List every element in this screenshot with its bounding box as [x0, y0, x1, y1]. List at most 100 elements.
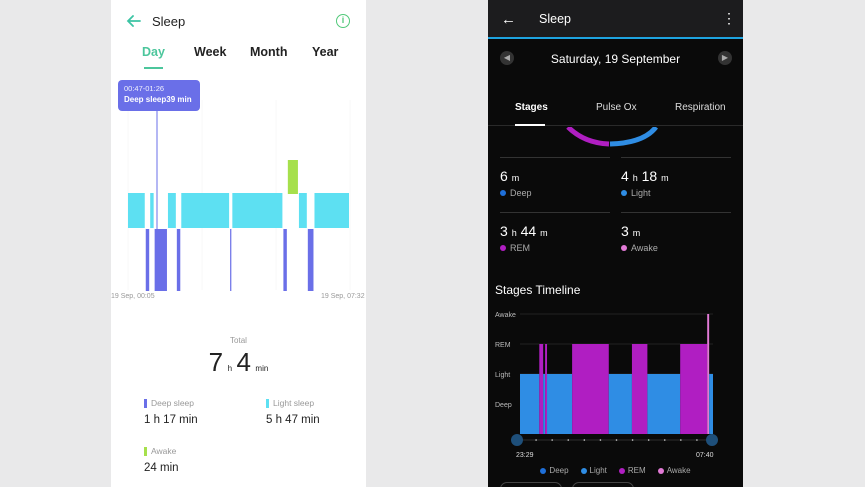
more-options-icon[interactable]: ⋮ [722, 10, 736, 26]
info-icon[interactable]: i [336, 14, 350, 28]
stat-minutes: 18 [641, 168, 658, 184]
bottom-button[interactable] [572, 482, 634, 487]
tab-year[interactable]: Year [312, 45, 339, 59]
axis-end-label: 19 Sep, 07:32 [321, 293, 365, 300]
stat-label: Deep [510, 188, 532, 198]
stat-label: Deep sleep [151, 398, 195, 408]
segment-rem [680, 344, 708, 434]
time-tick [631, 439, 634, 441]
legend-label: Light [589, 466, 607, 475]
segment-awake [707, 314, 710, 434]
active-tab-indicator [144, 67, 163, 69]
stat-value: 1 h 17 min [144, 414, 198, 426]
time-start-label: 23:29 [516, 452, 534, 459]
segment-awake [287, 160, 298, 194]
stat-value: 5 h 47 min [266, 414, 320, 426]
time-tick [696, 439, 698, 441]
time-tick [551, 439, 553, 441]
metric-tabs: Stages Pulse Ox Respiration [488, 96, 743, 126]
time-tick [567, 439, 570, 441]
segment-deep [230, 229, 232, 291]
rem-dot [500, 245, 506, 251]
stat-label: Light [631, 188, 651, 198]
segment-light [232, 193, 283, 228]
segment-deep [307, 229, 314, 291]
stat-light: 4 h 18 m Light [621, 157, 731, 198]
bottom-button[interactable] [500, 482, 562, 487]
deep-dot [500, 190, 506, 196]
segment-deep [145, 229, 150, 291]
segment-light [298, 193, 307, 228]
tooltip-time: 00:47-01:26 [124, 84, 165, 93]
time-tick [680, 439, 682, 441]
tab-respiration[interactable]: Respiration [675, 102, 726, 113]
legend-awake: Awake [657, 466, 691, 475]
app-header: ← Sleep ⋮ [488, 0, 743, 39]
total-label: Total [230, 336, 247, 345]
total-duration: 7 h 4 min [111, 347, 366, 378]
stat-minutes-unit: m [511, 173, 520, 183]
time-tick [663, 439, 666, 441]
tab-pulse-ox[interactable]: Pulse Ox [596, 102, 637, 113]
tab-stages[interactable]: Stages [515, 102, 548, 113]
stat-hours: 4 [621, 168, 629, 184]
stat-hours-unit: h [511, 228, 517, 238]
next-day-icon[interactable]: ▶ [718, 51, 732, 65]
stat-light-sleep: Light sleep 5 h 47 min [266, 398, 320, 426]
legend-dot [580, 467, 587, 474]
stat-minutes-unit: m [540, 228, 548, 238]
stat-awake: Awake 24 min [144, 446, 179, 474]
segment-light [520, 374, 540, 434]
axis-start-label: 19 Sep, 00:05 [111, 293, 155, 300]
legend-label: Awake [666, 466, 691, 475]
stat-minutes-unit: m [632, 228, 641, 238]
legend-dot [657, 467, 664, 474]
time-tick [599, 439, 602, 441]
sleep-stage-ring [566, 127, 658, 147]
stat-awake: 3 m Awake [621, 212, 731, 253]
stat-hours-unit: h [632, 173, 638, 183]
segment-rem [631, 344, 648, 434]
segment-rem [545, 344, 548, 434]
left-phone-screen: Sleep i Day Week Month Year 00:47-01:26 … [111, 0, 366, 487]
segment-light [709, 374, 713, 434]
date-label: Saturday, 19 September [550, 52, 681, 66]
stat-minutes: 44 [520, 223, 537, 239]
segment-light [647, 374, 681, 434]
tab-week[interactable]: Week [194, 45, 227, 59]
segment-light [181, 193, 230, 228]
legend-rem: REM [618, 466, 646, 475]
previous-day-icon[interactable]: ◀ [500, 51, 514, 65]
segment-rem [539, 344, 544, 434]
stat-hours: 3 [500, 223, 508, 239]
stat-label: REM [510, 243, 530, 253]
awake-dot [621, 245, 627, 251]
alarm-icon [706, 434, 718, 446]
stages-timeline-chart[interactable]: Awake REM Light Deep 23:29 07:40 [488, 305, 743, 465]
tab-month[interactable]: Month [250, 45, 288, 59]
legend-light: Light [580, 466, 607, 475]
light-sleep-swatch [266, 398, 269, 408]
section-title: Stages Timeline [495, 283, 581, 297]
total-minutes: 4 [236, 347, 251, 377]
back-arrow-icon[interactable] [125, 12, 143, 30]
time-tick [615, 439, 618, 441]
segment-light [543, 374, 546, 434]
stat-minutes-unit: m [661, 173, 669, 183]
y-axis-label: REM [495, 342, 511, 349]
total-hours: 7 [208, 347, 224, 377]
segment-light [314, 193, 349, 228]
light-dot [621, 190, 627, 196]
segment-light [167, 193, 176, 228]
stat-deep-sleep: Deep sleep 1 h 17 min [144, 398, 198, 426]
segment-deep [154, 229, 167, 291]
tab-day[interactable]: Day [142, 45, 165, 59]
legend-dot [540, 467, 547, 474]
sleep-stage-chart[interactable] [111, 80, 366, 310]
total-minutes-unit: min [255, 364, 269, 373]
chart-legend: Deep Light REM Awake [488, 466, 743, 475]
stat-minutes: 6 [500, 168, 508, 184]
stat-label: Light sleep [273, 398, 315, 408]
back-arrow-icon[interactable]: ← [501, 11, 516, 28]
time-end-label: 07:40 [696, 452, 714, 459]
